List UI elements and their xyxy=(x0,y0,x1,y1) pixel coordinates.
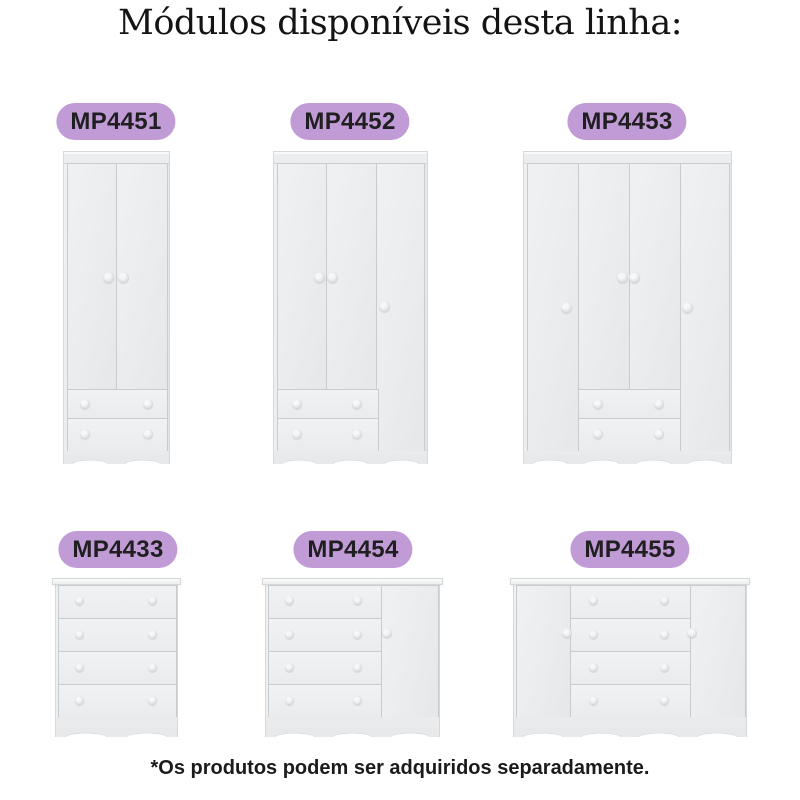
base-scallop xyxy=(266,728,439,737)
knob xyxy=(285,663,294,672)
knob xyxy=(617,272,628,283)
door-panel xyxy=(381,585,439,719)
knob xyxy=(660,663,669,672)
tabletop xyxy=(52,578,181,585)
knob xyxy=(660,696,669,705)
knob xyxy=(660,630,669,639)
knob xyxy=(148,663,157,672)
knob xyxy=(593,429,603,439)
module-badge-mp4452: MP4452 xyxy=(290,103,410,140)
base-plinth xyxy=(524,451,731,464)
module-illustration-mp4451-wardrobe-2-doors xyxy=(63,151,170,464)
knob xyxy=(143,429,153,439)
base-plinth xyxy=(266,717,439,737)
knob xyxy=(75,696,84,705)
knob xyxy=(382,628,392,638)
base-scallop xyxy=(274,455,427,464)
knob xyxy=(654,429,664,439)
knob xyxy=(143,399,153,409)
knob xyxy=(629,272,640,283)
knob xyxy=(589,663,598,672)
tabletop xyxy=(510,578,750,585)
knob xyxy=(682,302,693,313)
knob xyxy=(660,596,669,605)
knob xyxy=(148,630,157,639)
module-badge-mp4451: MP4451 xyxy=(56,103,176,140)
module-illustration-mp4455-dresser-two-doors xyxy=(510,578,750,737)
footnote: *Os produtos podem ser adquiridos separa… xyxy=(150,757,650,779)
knob xyxy=(75,596,84,605)
knob xyxy=(353,696,362,705)
knob xyxy=(687,628,697,638)
module-badge-mp4433: MP4433 xyxy=(58,531,178,568)
module-badge-mp4454: MP4454 xyxy=(293,531,413,568)
knob xyxy=(353,596,362,605)
knob xyxy=(80,429,90,439)
knob xyxy=(103,272,114,283)
module-badge-mp4455: MP4455 xyxy=(570,531,690,568)
base-scallop xyxy=(514,728,746,737)
module-illustration-mp4433-chest-4-drawers xyxy=(52,578,181,737)
knob xyxy=(80,399,90,409)
drawer-front xyxy=(570,585,691,621)
knob xyxy=(352,399,362,409)
knob xyxy=(327,272,338,283)
knob xyxy=(75,663,84,672)
knob xyxy=(314,272,325,283)
base-scallop xyxy=(56,728,177,737)
drawer-front xyxy=(570,651,691,687)
page-title: Módulos disponíveis desta linha: xyxy=(117,3,683,43)
knob xyxy=(562,628,572,638)
module-badge-mp4453: MP4453 xyxy=(567,103,687,140)
base-scallop xyxy=(524,455,731,464)
knob xyxy=(285,696,294,705)
knob xyxy=(353,630,362,639)
knob xyxy=(292,399,302,409)
knob xyxy=(148,596,157,605)
knob xyxy=(593,399,603,409)
knob xyxy=(292,429,302,439)
knob xyxy=(75,630,84,639)
knob xyxy=(285,596,294,605)
knob xyxy=(589,630,598,639)
tabletop xyxy=(262,578,443,585)
knob xyxy=(285,630,294,639)
base-plinth xyxy=(56,717,177,737)
knob xyxy=(589,596,598,605)
drawer-front xyxy=(570,618,691,654)
module-illustration-mp4452-wardrobe-3-doors xyxy=(273,151,428,464)
door-panel xyxy=(516,585,571,719)
knob xyxy=(379,301,390,312)
module-illustration-mp4454-dresser-door-right xyxy=(262,578,443,737)
knob xyxy=(148,696,157,705)
base-plinth xyxy=(64,451,169,464)
knob xyxy=(561,302,572,313)
door-panel xyxy=(690,585,746,719)
base-scallop xyxy=(64,455,169,464)
knob xyxy=(654,399,664,409)
knob xyxy=(352,429,362,439)
knob xyxy=(118,272,129,283)
module-illustration-mp4453-wardrobe-4-doors xyxy=(523,151,732,464)
knob xyxy=(589,696,598,705)
base-plinth xyxy=(514,717,746,737)
base-plinth xyxy=(274,451,427,464)
knob xyxy=(353,663,362,672)
